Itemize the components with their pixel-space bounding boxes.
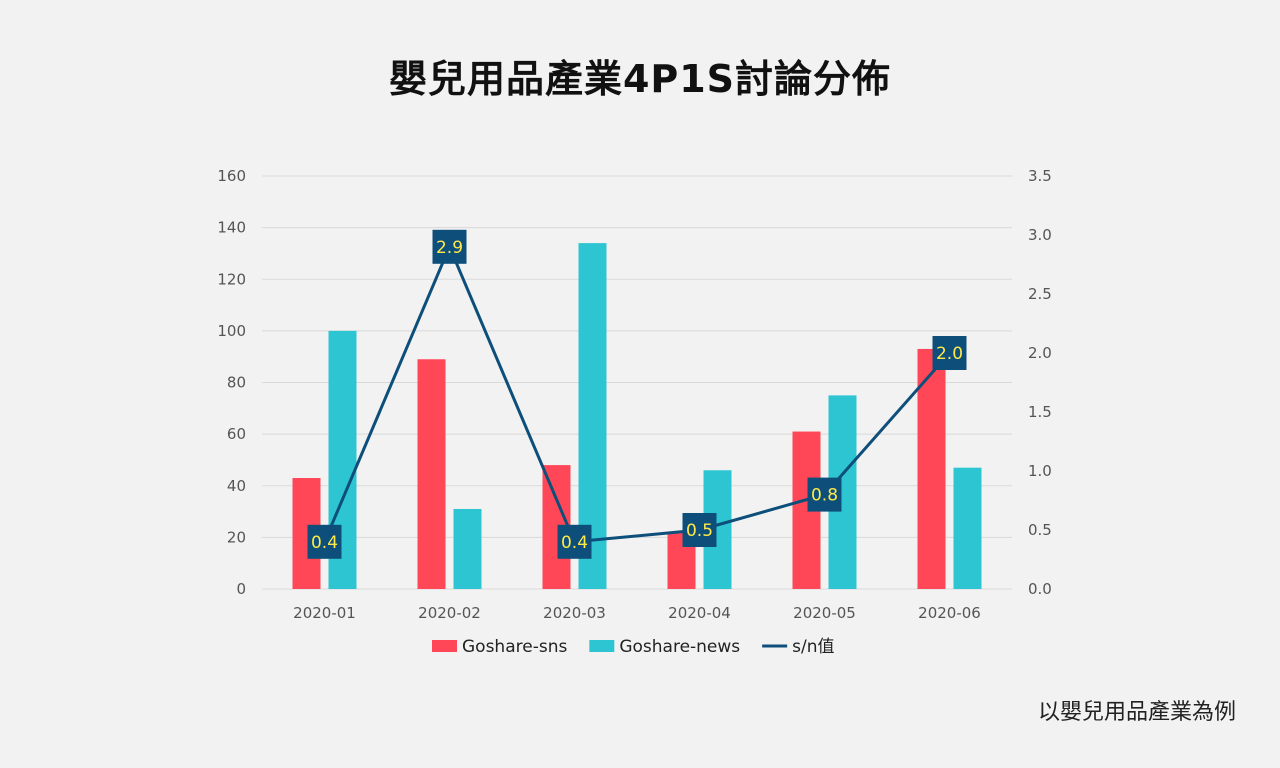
y-left-tick-label: 160 xyxy=(217,167,246,185)
y-right-tick-label: 2.5 xyxy=(1028,285,1052,303)
x-tick-label: 2020-05 xyxy=(793,604,856,622)
x-tick-label: 2020-01 xyxy=(293,604,356,622)
y-left-tick-label: 20 xyxy=(227,528,246,546)
legend-swatch xyxy=(432,640,457,652)
y-left-tick-label: 120 xyxy=(217,270,246,288)
data-label-box xyxy=(557,524,592,559)
x-axis: 2020-01 2020-02 2020-03 2020-04 2020-05 2020-… xyxy=(293,604,981,622)
legend-label: Goshare-news xyxy=(619,637,740,657)
y-left-tick-label: 60 xyxy=(227,425,246,443)
y-right-tick-label: 3.5 xyxy=(1028,167,1052,185)
chart-title: 嬰兒用品產業4P1S討論分佈 xyxy=(388,57,892,101)
legend-swatch xyxy=(589,640,615,652)
legend: Goshare-sns Goshare-news s/n值 xyxy=(432,637,835,657)
data-label: 2.9 xyxy=(436,238,463,258)
y-left-tick-label: 100 xyxy=(217,322,246,340)
legend-label: Goshare-sns xyxy=(462,637,567,657)
data-label: 0.8 xyxy=(811,486,838,506)
legend-label: s/n值 xyxy=(792,637,834,657)
y-left-tick-label: 40 xyxy=(227,477,246,495)
y-right-tick-label: 0.0 xyxy=(1028,580,1052,598)
data-label-box xyxy=(682,513,717,547)
bars xyxy=(292,243,982,590)
data-labels: 0.4 2.9 0.4 0.5 0.8 2.0 xyxy=(307,229,967,559)
bar-goshare-news-2020-06 xyxy=(953,467,982,589)
data-label-box xyxy=(307,524,342,559)
y-right-tick-label: 0.5 xyxy=(1028,521,1052,539)
left-axis: 0 20 40 60 80 100 120 140 160 xyxy=(217,167,246,598)
y-right-tick-label: 1.5 xyxy=(1028,403,1052,421)
y-left-tick-label: 80 xyxy=(227,374,246,392)
sn-line xyxy=(323,245,951,544)
y-right-tick-label: 2.0 xyxy=(1028,344,1052,362)
data-label: 2.0 xyxy=(936,344,963,364)
x-tick-label: 2020-03 xyxy=(543,604,606,622)
data-label: 0.5 xyxy=(686,521,713,541)
bar-goshare-news-2020-02 xyxy=(453,508,482,589)
y-left-tick-label: 0 xyxy=(236,580,246,598)
y-right-tick-label: 1.0 xyxy=(1028,462,1052,480)
y-right-tick-label: 3.0 xyxy=(1028,226,1052,244)
x-tick-label: 2020-04 xyxy=(668,604,731,622)
footnote: 以嬰兒用品產業為例 xyxy=(1037,700,1236,725)
y-left-tick-label: 140 xyxy=(217,219,246,237)
right-axis: 0.0 0.5 1.0 1.5 2.0 2.5 3.0 3.5 xyxy=(1028,167,1052,598)
data-label-box xyxy=(432,229,467,264)
bar-goshare-sns-2020-06 xyxy=(917,348,946,589)
grid-lines xyxy=(262,175,1012,590)
x-tick-label: 2020-02 xyxy=(418,604,481,622)
x-tick-label: 2020-06 xyxy=(918,604,981,622)
sn-line-path xyxy=(323,245,951,544)
data-label: 0.4 xyxy=(561,533,588,553)
bar-goshare-sns-2020-02 xyxy=(417,359,446,589)
data-label-box xyxy=(807,477,842,512)
data-label-box xyxy=(932,336,967,370)
data-label: 0.4 xyxy=(311,533,338,553)
